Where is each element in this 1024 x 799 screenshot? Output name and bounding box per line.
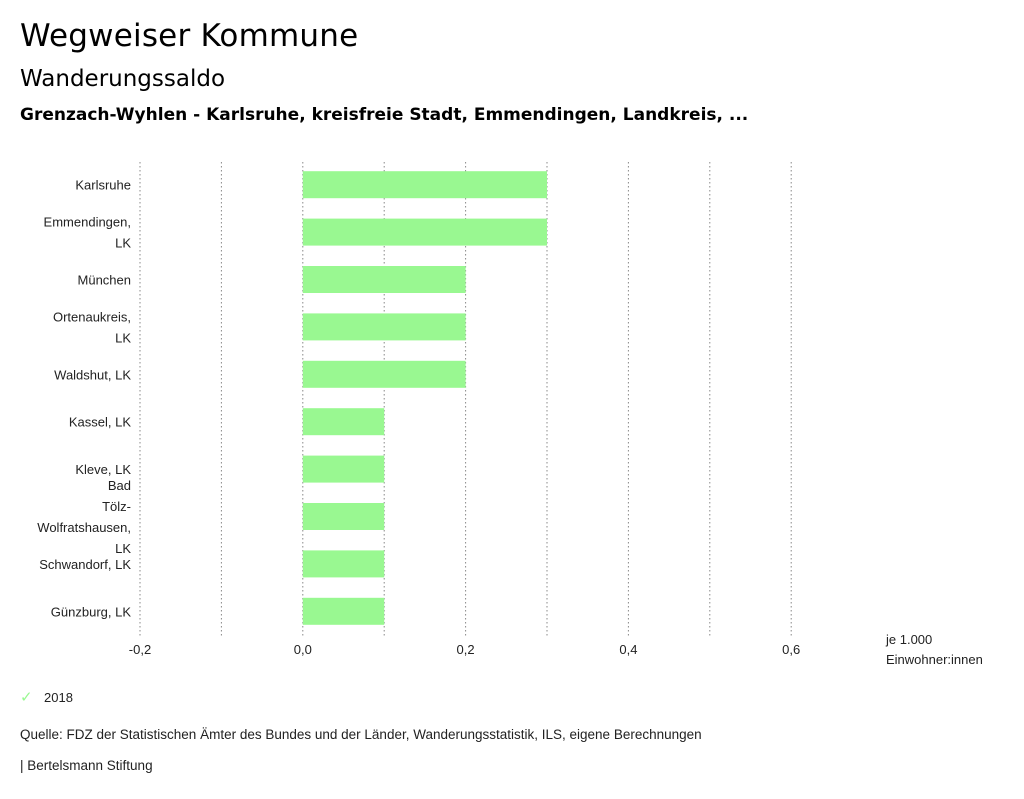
bar	[302, 218, 547, 246]
x-tick-label: 0,4	[619, 642, 637, 657]
category-label: Schwandorf, LK	[39, 557, 131, 572]
axis-unit-line-2: Einwohner:innen	[886, 652, 983, 667]
category-label: Bad	[108, 478, 131, 493]
bar	[302, 266, 466, 293]
bar	[302, 503, 385, 530]
bar	[302, 597, 385, 625]
region-subtitle: Grenzach-Wyhlen - Karlsruhe, kreisfreie …	[20, 105, 749, 125]
bar	[302, 360, 466, 388]
chart-subtitle: Wanderungssaldo	[20, 66, 226, 92]
bar	[302, 171, 547, 199]
bar	[302, 313, 466, 341]
legend-label-2018: 2018	[44, 689, 73, 705]
bar	[302, 455, 385, 483]
bar	[302, 408, 385, 436]
axis-unit-label: je 1.000 Einwohner:innen	[886, 630, 983, 670]
x-tick-label: 0,0	[294, 642, 312, 657]
category-label: Tölz-	[102, 499, 131, 514]
category-label: München	[78, 273, 131, 288]
category-label: LK	[115, 236, 131, 251]
legend[interactable]: ✓ 2018	[20, 688, 73, 706]
page-title: Wegweiser Kommune	[20, 18, 359, 54]
category-label: Ortenaukreis,	[53, 309, 131, 324]
x-tick-label: 0,6	[782, 642, 800, 657]
x-tick-label: 0,2	[457, 642, 475, 657]
category-label: LK	[115, 541, 131, 556]
check-icon: ✓	[20, 689, 33, 706]
axis-unit-line-1: je 1.000	[886, 632, 933, 647]
category-label: Karlsruhe	[75, 178, 131, 193]
category-label: Kassel, LK	[69, 415, 131, 430]
category-label: Kleve, LK	[75, 462, 131, 477]
credit-note: | Bertelsmann Stiftung	[20, 758, 153, 773]
bar	[302, 550, 385, 578]
category-label: Wolfratshausen,	[37, 520, 131, 535]
x-tick-label: -0,2	[129, 642, 151, 657]
category-label: Waldshut, LK	[54, 367, 131, 382]
category-label: Emmendingen,	[44, 215, 131, 230]
source-note: Quelle: FDZ der Statistischen Ämter des …	[20, 727, 702, 742]
category-label: LK	[115, 330, 131, 345]
category-label: Günzburg, LK	[51, 604, 132, 619]
